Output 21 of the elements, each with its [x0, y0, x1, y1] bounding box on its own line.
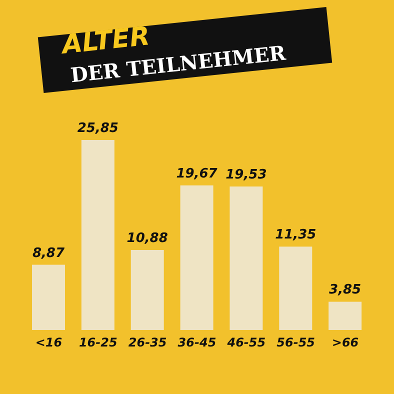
data-label: 11,35	[275, 228, 316, 243]
x-tick-label: 36-45	[178, 336, 216, 350]
bar	[279, 246, 312, 330]
x-tick-label: 56-55	[276, 336, 316, 350]
bar	[328, 302, 362, 330]
data-label: 10,88	[126, 231, 168, 246]
bar	[130, 250, 164, 330]
data-label: 25,85	[77, 121, 118, 136]
x-tick-label: 16-25	[78, 336, 118, 350]
data-label: 19,67	[176, 166, 218, 182]
x-tick-label: >66	[332, 336, 359, 350]
data-label: 8,87	[32, 246, 66, 261]
data-label: 3,85	[329, 282, 362, 298]
bar	[230, 186, 263, 330]
bar	[81, 140, 114, 330]
x-tick-label: 26-35	[128, 336, 167, 350]
bar	[180, 185, 214, 330]
bar	[32, 264, 65, 330]
x-tick-label: <16	[35, 336, 62, 350]
data-label: 19,53	[226, 167, 267, 182]
x-tick-label: 46-55	[226, 336, 266, 350]
